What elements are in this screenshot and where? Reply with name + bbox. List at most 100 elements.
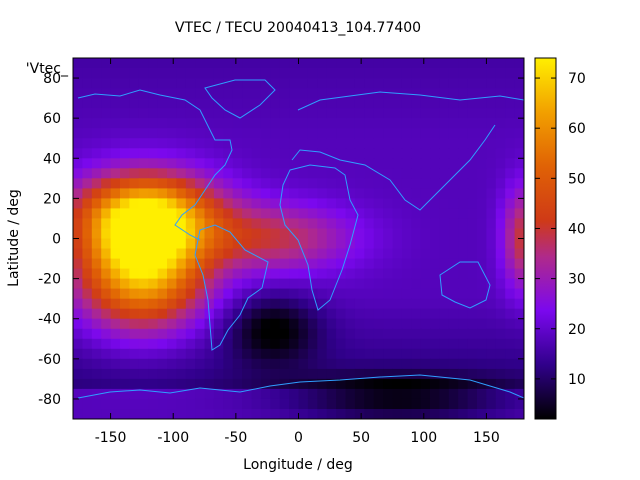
heatmap-cell bbox=[129, 409, 140, 419]
heatmap-cell bbox=[195, 78, 206, 89]
heatmap-cell bbox=[439, 248, 450, 260]
heatmap-cell bbox=[270, 98, 281, 109]
heatmap-cell bbox=[448, 138, 459, 149]
heatmap-cell bbox=[270, 358, 281, 370]
heatmap-cell bbox=[129, 318, 140, 330]
heatmap-cell bbox=[157, 168, 168, 179]
heatmap-cell bbox=[157, 88, 168, 99]
heatmap-cell bbox=[176, 288, 187, 300]
heatmap-cell bbox=[354, 358, 365, 370]
heatmap-cell bbox=[448, 318, 459, 330]
heatmap-cell bbox=[82, 148, 93, 159]
heatmap-cell bbox=[430, 398, 440, 410]
heatmap-cell bbox=[448, 168, 459, 179]
heatmap-cell bbox=[138, 168, 149, 179]
heatmap-cell bbox=[477, 218, 487, 229]
heatmap-cell bbox=[420, 98, 431, 109]
heatmap-cell bbox=[289, 378, 300, 390]
heatmap-cell bbox=[420, 228, 431, 240]
heatmap-cell bbox=[289, 98, 300, 109]
heatmap-cell bbox=[448, 258, 459, 270]
heatmap-cell bbox=[167, 188, 177, 199]
heatmap-cell bbox=[185, 118, 196, 129]
heatmap-cell bbox=[148, 248, 159, 260]
heatmap-cell bbox=[345, 198, 356, 209]
heatmap-cell bbox=[120, 218, 130, 229]
heatmap-cell bbox=[289, 208, 300, 219]
heatmap-cell bbox=[467, 378, 478, 390]
heatmap-cell bbox=[232, 228, 243, 240]
heatmap-cell bbox=[138, 138, 149, 149]
heatmap-cell bbox=[345, 188, 356, 199]
heatmap-cell bbox=[505, 278, 516, 290]
heatmap-cell bbox=[91, 108, 102, 119]
heatmap-cell bbox=[204, 88, 215, 99]
heatmap-cell bbox=[467, 388, 478, 400]
heatmap-cell bbox=[326, 218, 337, 229]
heatmap-cell bbox=[307, 308, 318, 320]
heatmap-cell bbox=[411, 128, 422, 139]
heatmap-cell bbox=[110, 378, 121, 390]
heatmap-cell bbox=[354, 238, 365, 250]
heatmap-cell bbox=[195, 378, 206, 390]
heatmap-cell bbox=[213, 178, 224, 189]
heatmap-cell bbox=[495, 258, 506, 270]
heatmap-cell bbox=[91, 288, 102, 300]
heatmap-cell bbox=[176, 108, 187, 119]
heatmap-cell bbox=[185, 128, 196, 139]
heatmap-cell bbox=[289, 128, 300, 139]
heatmap-cell bbox=[364, 248, 375, 260]
heatmap-cell bbox=[270, 288, 281, 300]
heatmap-cell bbox=[495, 318, 506, 330]
heatmap-cell bbox=[411, 248, 422, 260]
heatmap-cell bbox=[110, 188, 121, 199]
heatmap-cell bbox=[514, 98, 524, 109]
heatmap-cell bbox=[401, 378, 412, 390]
heatmap-cell bbox=[505, 368, 516, 380]
heatmap-cell bbox=[467, 208, 478, 219]
heatmap-cell bbox=[505, 158, 516, 169]
heatmap-cell bbox=[477, 278, 487, 290]
heatmap-cell bbox=[251, 238, 262, 250]
heatmap-cell bbox=[270, 238, 281, 250]
heatmap-cell bbox=[336, 198, 347, 209]
heatmap-cell bbox=[373, 228, 384, 240]
heatmap-cell bbox=[251, 278, 262, 290]
heatmap-cell bbox=[148, 318, 159, 330]
heatmap-cell bbox=[420, 128, 431, 139]
heatmap-cell bbox=[467, 409, 478, 419]
heatmap-cell bbox=[129, 118, 140, 129]
heatmap-cell bbox=[317, 128, 328, 139]
heatmap-cell bbox=[195, 288, 206, 300]
heatmap-cell bbox=[91, 278, 102, 290]
heatmap-cell bbox=[260, 318, 271, 330]
heatmap-cell bbox=[82, 208, 93, 219]
heatmap-cell bbox=[514, 368, 524, 380]
heatmap-cell bbox=[138, 88, 149, 99]
heatmap-cell bbox=[486, 138, 497, 149]
heatmap-cell bbox=[354, 298, 365, 310]
heatmap-cell bbox=[260, 298, 271, 310]
heatmap-cell bbox=[223, 338, 234, 350]
heatmap-cell bbox=[167, 368, 177, 380]
heatmap-cell bbox=[110, 148, 121, 159]
heatmap-cell bbox=[439, 188, 450, 199]
heatmap-cell bbox=[383, 238, 394, 250]
heatmap-cell bbox=[195, 298, 206, 310]
heatmap-cell bbox=[138, 388, 149, 400]
heatmap-cell bbox=[326, 138, 337, 149]
heatmap-cell bbox=[270, 308, 281, 320]
heatmap-cell bbox=[260, 98, 271, 109]
heatmap-cell bbox=[514, 168, 524, 179]
y-tick-label: 0 bbox=[52, 232, 61, 248]
heatmap-cell bbox=[204, 358, 215, 370]
heatmap-cell bbox=[176, 188, 187, 199]
heatmap-cell bbox=[176, 378, 187, 390]
heatmap-cell bbox=[439, 409, 450, 419]
heatmap-cell bbox=[364, 258, 375, 270]
heatmap-cell bbox=[260, 368, 271, 380]
heatmap-cell bbox=[336, 58, 347, 69]
heatmap-cell bbox=[307, 138, 318, 149]
